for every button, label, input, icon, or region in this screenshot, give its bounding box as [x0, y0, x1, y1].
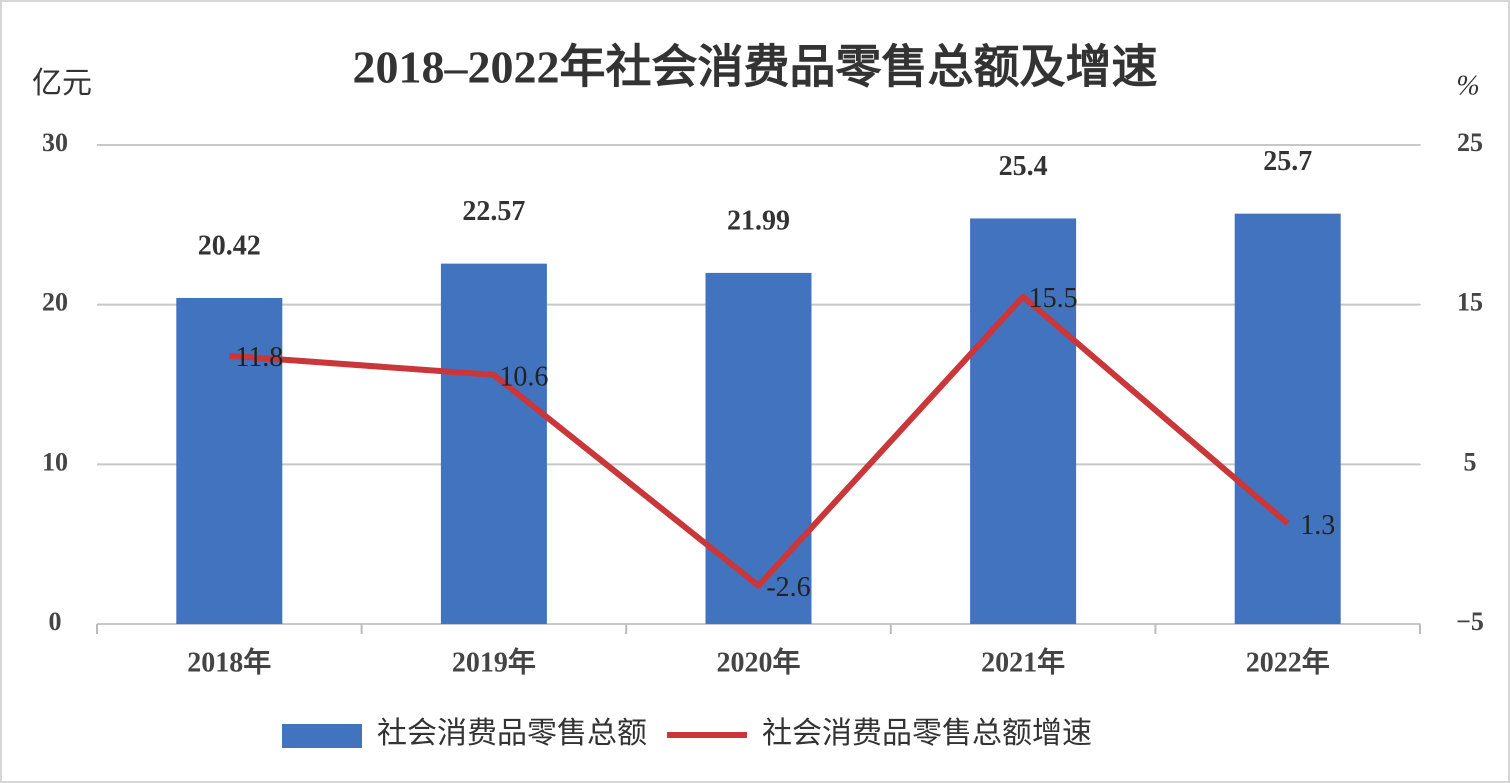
- line: [229, 293, 1290, 589]
- x-tick-label: 2020年: [716, 645, 800, 678]
- x-tick-label: 2018年: [187, 645, 271, 678]
- bar-value-label: 21.99: [727, 205, 790, 236]
- bar: [440, 263, 547, 624]
- line-value-label: 15.5: [1029, 283, 1078, 314]
- y-tick-label: 0: [49, 607, 62, 636]
- y2-axis-label: %: [1456, 70, 1479, 101]
- legend-swatch: [282, 724, 362, 748]
- y-axis-label: 亿元: [32, 67, 92, 100]
- bar: [176, 297, 283, 624]
- y2-tick-label: 15: [1457, 288, 1483, 317]
- y2-tick-label: 25: [1457, 128, 1483, 157]
- y2-tick-label: −5: [1456, 607, 1484, 636]
- x-tick-label: 2022年: [1246, 645, 1330, 678]
- legend-label: 社会消费品零售总额: [377, 717, 647, 750]
- y-tick-label: 20: [42, 288, 68, 317]
- legend-label: 社会消费品零售总额增速: [762, 717, 1092, 750]
- line-value-label: -2.6: [766, 572, 810, 603]
- chart-title: 2018–2022年社会消费品零售总额及增速: [353, 42, 1158, 93]
- bar-value-label: 25.7: [1263, 146, 1312, 177]
- x-tick-label: 2019年: [452, 645, 536, 678]
- bar: [970, 218, 1077, 625]
- bar-value-label: 25.4: [999, 151, 1048, 182]
- bar: [1234, 213, 1341, 624]
- x-tick-label: 2021年: [981, 645, 1065, 678]
- y-tick-label: 10: [42, 447, 68, 476]
- bar: [705, 272, 812, 624]
- y-tick-label: 30: [42, 128, 68, 157]
- line-value-label: 10.6: [499, 361, 548, 392]
- bar-value-label: 22.57: [462, 196, 525, 227]
- line-value-label: 11.8: [235, 342, 283, 373]
- y2-tick-label: 5: [1464, 447, 1477, 476]
- line-value-label: 1.3: [1300, 510, 1335, 541]
- bar-value-label: 20.42: [198, 230, 261, 261]
